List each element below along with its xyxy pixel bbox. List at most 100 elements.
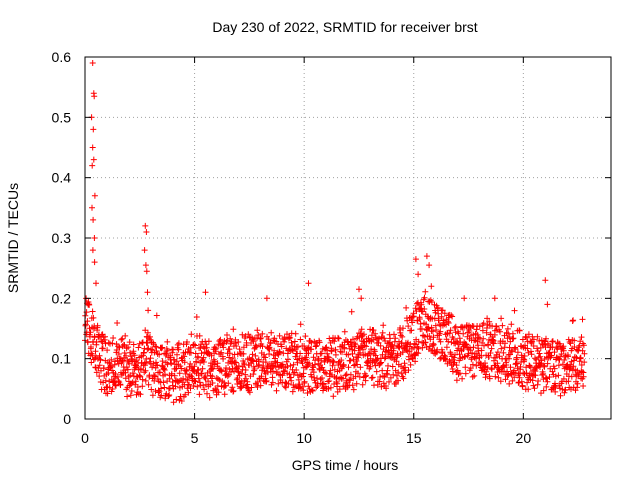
data-point bbox=[106, 384, 113, 391]
data-point bbox=[432, 309, 439, 316]
data-point bbox=[263, 295, 270, 302]
data-point bbox=[173, 358, 180, 365]
data-point bbox=[284, 363, 291, 370]
data-point bbox=[356, 286, 362, 293]
data-point bbox=[161, 384, 168, 391]
data-point bbox=[435, 315, 442, 322]
data-point bbox=[570, 317, 577, 324]
data-point bbox=[459, 375, 466, 382]
data-point bbox=[310, 369, 317, 376]
data-point bbox=[132, 358, 138, 365]
data-point bbox=[328, 348, 335, 355]
data-point bbox=[104, 347, 111, 354]
data-point bbox=[137, 391, 144, 398]
data-point bbox=[292, 330, 299, 337]
data-point bbox=[540, 362, 547, 369]
data-point bbox=[169, 349, 176, 356]
data-point bbox=[380, 322, 387, 329]
data-point bbox=[347, 357, 354, 364]
data-point bbox=[350, 336, 356, 343]
data-point bbox=[89, 204, 95, 211]
data-point bbox=[538, 337, 545, 344]
data-point bbox=[453, 377, 460, 384]
data-point bbox=[462, 370, 469, 377]
grid-lines bbox=[85, 57, 611, 419]
data-point bbox=[511, 307, 518, 314]
data-point bbox=[89, 352, 96, 359]
data-point bbox=[542, 277, 549, 284]
data-point bbox=[428, 283, 435, 290]
data-point bbox=[273, 387, 280, 394]
data-point bbox=[102, 333, 108, 340]
data-point bbox=[484, 315, 491, 322]
data-point bbox=[313, 342, 320, 349]
data-point bbox=[138, 365, 144, 372]
data-point bbox=[413, 300, 420, 307]
data-point bbox=[90, 126, 97, 133]
data-point bbox=[492, 373, 499, 380]
data-point bbox=[352, 341, 359, 348]
data-point bbox=[152, 343, 159, 350]
data-point bbox=[351, 362, 357, 369]
data-point bbox=[511, 374, 518, 381]
data-point bbox=[90, 216, 97, 223]
data-point bbox=[266, 346, 273, 353]
data-point bbox=[142, 377, 149, 384]
data-point bbox=[516, 327, 523, 334]
data-point bbox=[552, 383, 559, 390]
y-tick-label: 0.5 bbox=[52, 109, 72, 125]
data-point bbox=[182, 370, 189, 377]
data-point bbox=[121, 342, 128, 349]
data-point bbox=[552, 373, 559, 380]
data-point bbox=[102, 377, 109, 384]
x-tick-label: 0 bbox=[81, 430, 89, 446]
data-point bbox=[115, 378, 122, 384]
data-point bbox=[540, 387, 547, 394]
data-point bbox=[201, 386, 208, 393]
data-point bbox=[91, 192, 98, 199]
data-point bbox=[239, 331, 246, 338]
data-point bbox=[87, 329, 94, 336]
data-point bbox=[485, 354, 492, 360]
data-point bbox=[332, 351, 339, 358]
data-point bbox=[500, 349, 507, 356]
data-point bbox=[265, 336, 272, 343]
data-point bbox=[357, 349, 364, 356]
data-point bbox=[114, 320, 121, 326]
data-point bbox=[400, 375, 407, 382]
data-point bbox=[571, 337, 578, 344]
data-point bbox=[525, 331, 532, 338]
data-point bbox=[494, 360, 501, 367]
data-point bbox=[236, 378, 243, 385]
data-point bbox=[318, 350, 325, 357]
data-point bbox=[361, 331, 367, 338]
data-point bbox=[399, 349, 406, 356]
data-point bbox=[396, 343, 403, 350]
data-point bbox=[282, 379, 289, 386]
data-point bbox=[430, 341, 437, 348]
data-point bbox=[559, 386, 566, 393]
data-point bbox=[509, 335, 516, 342]
data-point bbox=[478, 347, 485, 354]
data-point bbox=[412, 358, 419, 365]
data-point bbox=[488, 366, 495, 373]
data-point bbox=[326, 378, 333, 384]
data-point bbox=[305, 280, 312, 287]
data-point bbox=[497, 328, 503, 335]
data-point bbox=[224, 373, 231, 380]
data-point bbox=[426, 262, 433, 269]
data-point bbox=[429, 328, 436, 335]
data-point bbox=[427, 336, 434, 343]
data-point bbox=[426, 333, 433, 339]
data-point bbox=[546, 374, 553, 380]
data-point bbox=[108, 356, 115, 363]
data-point bbox=[302, 346, 309, 353]
data-point bbox=[481, 342, 487, 349]
data-point bbox=[355, 351, 362, 358]
data-point bbox=[143, 268, 150, 275]
data-point bbox=[230, 387, 237, 394]
data-point bbox=[306, 360, 313, 367]
data-point bbox=[318, 357, 325, 364]
data-point bbox=[209, 380, 216, 386]
data-point bbox=[409, 314, 416, 320]
